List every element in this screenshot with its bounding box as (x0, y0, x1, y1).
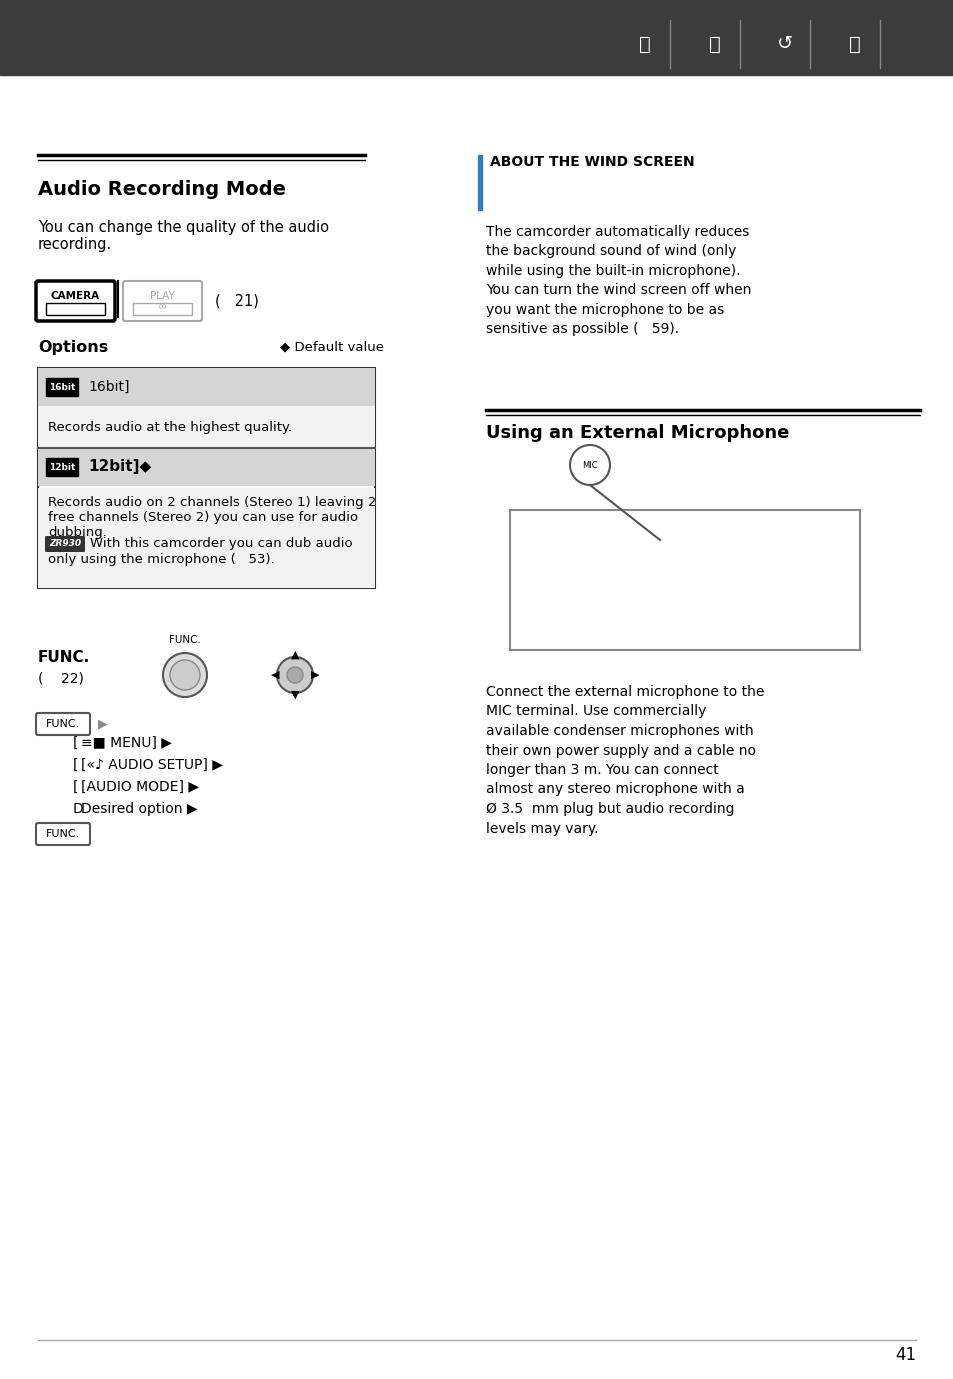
Text: [: [ (73, 758, 78, 772)
Text: FUNC.: FUNC. (38, 650, 91, 665)
Bar (46, 458, 78, 476)
FancyBboxPatch shape (36, 823, 90, 845)
Text: Records audio on 2 channels (Stereo 1) leaving 2
free channels (Stereo 2) you ca: Records audio on 2 channels (Stereo 1) l… (48, 496, 376, 539)
Circle shape (163, 654, 207, 696)
FancyBboxPatch shape (45, 536, 85, 552)
Bar (477, 154, 481, 210)
Text: ◀: ◀ (271, 670, 279, 680)
Bar (0, 0, 953, 74)
Text: FUNC.: FUNC. (169, 634, 201, 645)
Bar (38, 405, 375, 448)
Text: ▼: ▼ (291, 690, 299, 701)
FancyBboxPatch shape (123, 281, 202, 321)
FancyBboxPatch shape (36, 281, 115, 321)
Text: Desired option ▶: Desired option ▶ (81, 803, 197, 816)
Text: Using an External Microphone: Using an External Microphone (485, 423, 788, 443)
Circle shape (276, 656, 313, 694)
Text: 📖: 📖 (848, 34, 860, 54)
Text: FUNC.: FUNC. (46, 718, 80, 729)
Text: D: D (73, 803, 84, 816)
Text: [«♪ AUDIO SETUP] ▶: [«♪ AUDIO SETUP] ▶ (81, 758, 223, 772)
Text: ↺: ↺ (776, 34, 792, 54)
Circle shape (569, 445, 609, 485)
Text: (    22): ( 22) (38, 672, 84, 685)
Text: ▶: ▶ (311, 670, 319, 680)
Text: ▶: ▶ (98, 717, 108, 731)
Bar (510, 510, 859, 650)
Text: ≡■ MENU] ▶: ≡■ MENU] ▶ (81, 736, 172, 750)
Text: ▲: ▲ (291, 650, 299, 661)
Text: (   21): ( 21) (214, 294, 258, 309)
Text: 12bit: 12bit (49, 462, 75, 472)
Text: Records audio at the highest quality.: Records audio at the highest quality. (48, 421, 292, 433)
Text: FUNC.: FUNC. (46, 829, 80, 838)
Text: [: [ (73, 781, 78, 794)
Bar (46, 378, 78, 396)
Bar (46, 303, 105, 314)
Circle shape (287, 667, 303, 683)
Text: ∞: ∞ (157, 302, 167, 312)
Bar (132, 303, 192, 314)
Text: [: [ (46, 381, 51, 394)
Text: MIC: MIC (581, 461, 598, 469)
Text: 41: 41 (894, 1346, 915, 1364)
Text: 12bit]◆: 12bit]◆ (88, 459, 152, 474)
Text: PLAY: PLAY (150, 291, 174, 301)
Text: The camcorder automatically reduces
the background sound of wind (only
while usi: The camcorder automatically reduces the … (485, 225, 751, 336)
Text: ABOUT THE WIND SCREEN: ABOUT THE WIND SCREEN (490, 154, 694, 170)
Text: CAMERA: CAMERA (51, 291, 100, 301)
FancyBboxPatch shape (36, 713, 90, 735)
Text: 🎬: 🎬 (639, 34, 650, 54)
Bar (38, 488, 375, 587)
Text: Options: Options (38, 341, 108, 354)
Text: [: [ (46, 459, 52, 474)
Bar (38, 368, 375, 587)
Circle shape (170, 661, 200, 690)
Text: 16bit: 16bit (49, 382, 75, 392)
Text: Connect the external microphone to the
MIC terminal. Use commercially
available : Connect the external microphone to the M… (485, 685, 763, 836)
Text: 🎤: 🎤 (708, 34, 720, 54)
Text: Audio Recording Mode: Audio Recording Mode (38, 181, 286, 199)
Text: only using the microphone (   53).: only using the microphone ( 53). (48, 553, 274, 565)
Bar (38, 368, 375, 405)
Text: ∞: ∞ (71, 302, 80, 312)
Text: [AUDIO MODE] ▶: [AUDIO MODE] ▶ (81, 781, 199, 794)
Text: ◆ Default value: ◆ Default value (280, 341, 384, 353)
Text: 16bit]: 16bit] (88, 381, 130, 394)
Text: You can change the quality of the audio
recording.: You can change the quality of the audio … (38, 221, 329, 252)
Text: [: [ (73, 736, 78, 750)
Text: With this camcorder you can dub audio: With this camcorder you can dub audio (90, 538, 353, 550)
Text: ZR930: ZR930 (49, 539, 81, 549)
Bar (38, 448, 375, 485)
